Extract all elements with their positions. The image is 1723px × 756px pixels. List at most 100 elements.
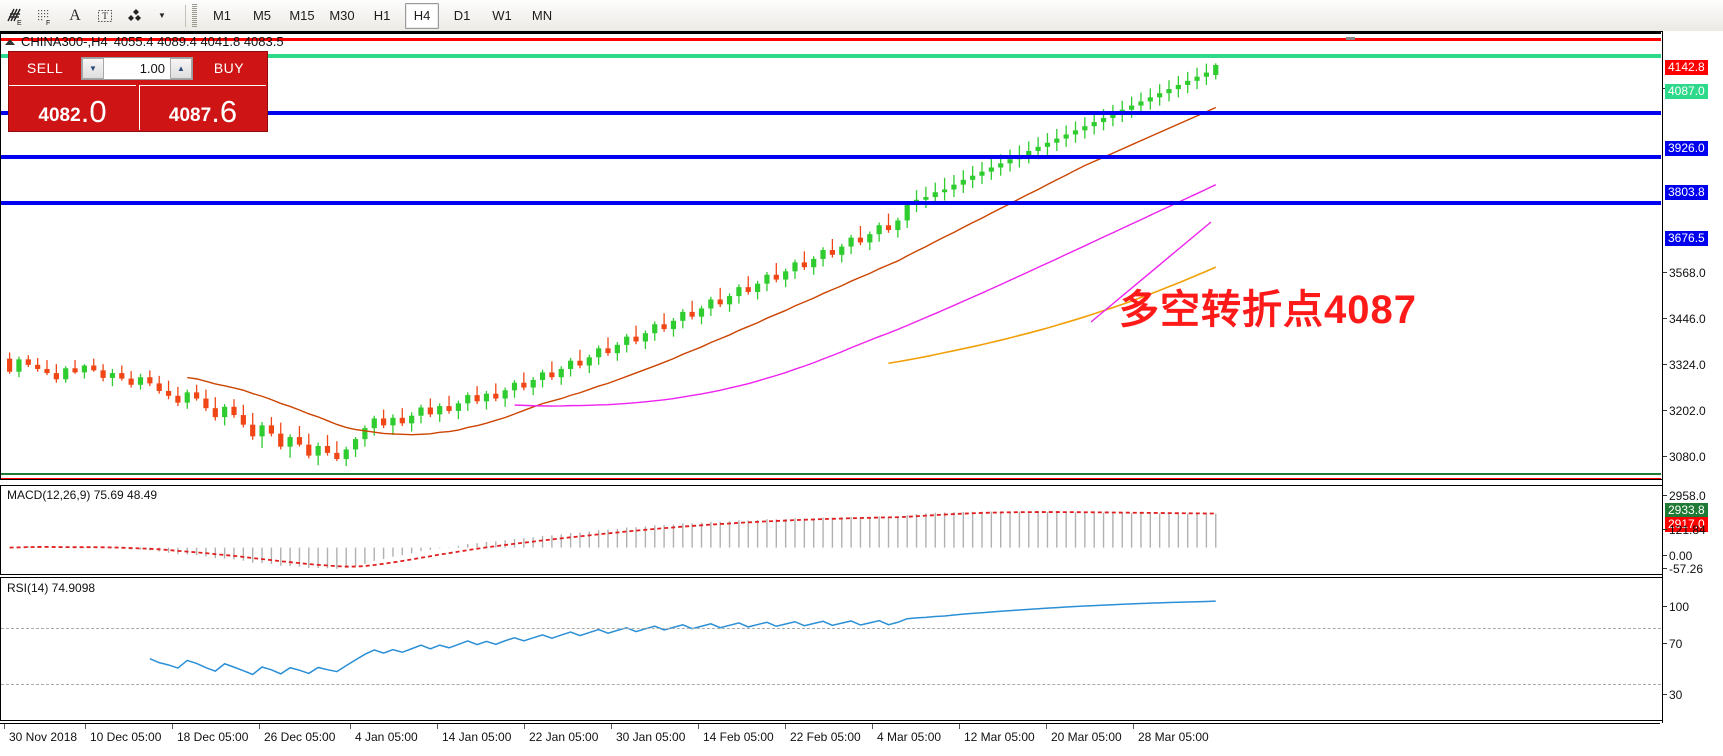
- rsi-tick-100: 100: [1663, 600, 1723, 614]
- svg-text:T: T: [102, 11, 108, 21]
- main-toolbar: E F A T: [0, 0, 1723, 32]
- pane-top-border-line: [1, 32, 1661, 34]
- buy-price-display[interactable]: 4087 .6: [139, 85, 266, 130]
- timeframe-h4[interactable]: H4: [405, 2, 439, 29]
- timeframe-mn[interactable]: MN: [531, 8, 553, 23]
- resistance-line-3926: [1, 111, 1661, 115]
- sell-price-display[interactable]: 4082 .0: [9, 85, 136, 130]
- rsi-tick-70: 70: [1663, 637, 1723, 651]
- macd-tick-1: 0.00: [1663, 549, 1723, 563]
- one-click-trading-panel[interactable]: SELL ▼ 1.00 ▲ BUY 4082 .0 4087 .6: [8, 51, 268, 132]
- macd-tick-2: -57.26: [1663, 562, 1723, 576]
- time-label-1: 10 Dec 05:00: [90, 730, 162, 744]
- indicators-icon[interactable]: E: [0, 2, 30, 29]
- buy-price-integer: 4087: [168, 105, 212, 126]
- volume-increase-button[interactable]: ▲: [170, 57, 192, 79]
- time-label-4: 4 Jan 05:00: [355, 730, 418, 744]
- rsi-tick-30: 30: [1663, 688, 1723, 702]
- volume-decrease-button[interactable]: ▼: [82, 57, 104, 79]
- svg-text:E: E: [17, 20, 22, 26]
- timeframe-d1[interactable]: D1: [453, 8, 471, 23]
- low-ask-line: [1, 478, 1661, 479]
- sell-price-integer: 4082: [38, 105, 81, 126]
- timeframe-w1[interactable]: W1: [492, 8, 512, 23]
- rsi-level-30-line: [1, 684, 1661, 685]
- timeframe-h1[interactable]: H1: [373, 8, 391, 23]
- macd-pane[interactable]: MACD(12,26,9) 75.69 48.49: [0, 485, 1723, 575]
- text-box-icon[interactable]: T: [90, 2, 120, 29]
- time-label-12: 20 Mar 05:00: [1051, 730, 1122, 744]
- indicators-glyph: E: [7, 8, 22, 26]
- time-label-7: 30 Jan 05:00: [616, 730, 686, 744]
- price-scale[interactable]: 4056.03568.03446.03324.03202.03080.02958…: [1662, 31, 1723, 723]
- low-marker-line: [1, 473, 1661, 475]
- time-tick-separator: [1046, 724, 1047, 729]
- annotation-text: 多空转折点4087: [1119, 288, 1417, 332]
- time-tick-separator: [524, 724, 525, 729]
- support-line-3676: [1, 201, 1661, 205]
- ask-level-line: [1, 38, 1661, 41]
- one-click-trading-controls: SELL ▼ 1.00 ▲ BUY: [9, 52, 267, 84]
- symbol-ohlc: 4055.4 4089.4 4041.8 4083.5: [113, 34, 284, 49]
- objects-icon[interactable]: [120, 2, 150, 29]
- macd-tick-0: 121.84: [1663, 523, 1723, 537]
- timeframe-m30[interactable]: M30: [329, 8, 355, 23]
- time-label-6: 22 Jan 05:00: [529, 730, 599, 744]
- rsi-label: RSI(14) 74.9098: [7, 581, 96, 595]
- rsi-level-70-line: [1, 628, 1661, 629]
- macd-series: [9, 511, 1217, 569]
- toolbar-drag-handle[interactable]: [192, 4, 197, 27]
- price-tag-4087.0: 4087.0: [1665, 84, 1708, 99]
- time-label-2: 18 Dec 05:00: [177, 730, 249, 744]
- timeframe-m1[interactable]: M1: [212, 8, 232, 23]
- time-label-13: 28 Mar 05:00: [1138, 730, 1209, 744]
- macd-label: MACD(12,26,9) 75.69 48.49: [7, 488, 158, 502]
- resistance-line-3804: [1, 155, 1661, 159]
- sell-button[interactable]: SELL: [26, 60, 64, 76]
- rsi-pane[interactable]: RSI(14) 74.9098: [0, 577, 1723, 721]
- timeframe-group: M1 M5 M15 M30 H1 H4 D1 W1 MN: [202, 2, 562, 29]
- time-tick-separator: [872, 724, 873, 729]
- chart-area: 多空转折点4087 CHINA300-,H4 4055.4 4089.4 404…: [0, 31, 1723, 756]
- price-tag-3803.8: 3803.8: [1665, 185, 1708, 200]
- price-tag-3926.0: 3926.0: [1665, 141, 1708, 156]
- grid-glyph: F: [38, 9, 50, 26]
- time-tick-separator: [4, 724, 5, 729]
- svg-text:F: F: [46, 20, 50, 26]
- text-label-icon[interactable]: A: [69, 6, 81, 24]
- time-tick-separator: [698, 724, 699, 729]
- timeframe-m15[interactable]: M15: [289, 8, 315, 23]
- toolbar-separator: [185, 4, 186, 27]
- rsi-series: [149, 600, 1216, 676]
- time-tick-separator: [611, 724, 612, 729]
- rsi-pane-clip: RSI(14) 74.9098: [1, 578, 1661, 720]
- price-tick-3324.0: 3324.0: [1663, 358, 1723, 372]
- price-tag-2933.8: 2933.8: [1665, 503, 1708, 518]
- time-axis: 30 Nov 2018 10 Dec 05:00 18 Dec 05:00 26 De…: [0, 723, 1660, 756]
- time-tick-separator: [785, 724, 786, 729]
- price-pane[interactable]: 多空转折点4087: [0, 31, 1723, 480]
- time-tick-separator: [172, 724, 173, 729]
- objects-dropdown-caret-icon[interactable]: ▼: [158, 11, 166, 20]
- time-tick-separator: [959, 724, 960, 729]
- time-tick-separator: [1133, 724, 1134, 729]
- symbol-name: CHINA300-,H4: [21, 34, 108, 49]
- grid-icon[interactable]: F: [30, 2, 60, 29]
- timeframe-m5[interactable]: M5: [252, 8, 272, 23]
- crosshair-marker: [1346, 37, 1355, 40]
- price-tick-3202.0: 3202.0: [1663, 404, 1723, 418]
- collapse-triangle-icon[interactable]: [5, 38, 15, 45]
- time-label-10: 4 Mar 05:00: [877, 730, 942, 744]
- price-tick-3446.0: 3446.0: [1663, 312, 1723, 326]
- text-box-glyph: T: [98, 9, 112, 22]
- symbol-header: CHINA300-,H4 4055.4 4089.4 4041.8 4083.5: [5, 34, 284, 49]
- sell-price-decimal: .0: [80, 94, 107, 129]
- time-label-0: 30 Nov 2018: [9, 730, 78, 744]
- time-label-8: 14 Feb 05:00: [703, 730, 774, 744]
- time-tick-separator: [85, 724, 86, 729]
- price-tag-2917.0: 2917.0: [1665, 517, 1708, 532]
- buy-button[interactable]: BUY: [213, 60, 245, 76]
- volume-value[interactable]: 1.00: [139, 60, 165, 76]
- time-tick-separator: [350, 724, 351, 729]
- volume-stepper[interactable]: ▼ 1.00 ▲: [81, 56, 193, 80]
